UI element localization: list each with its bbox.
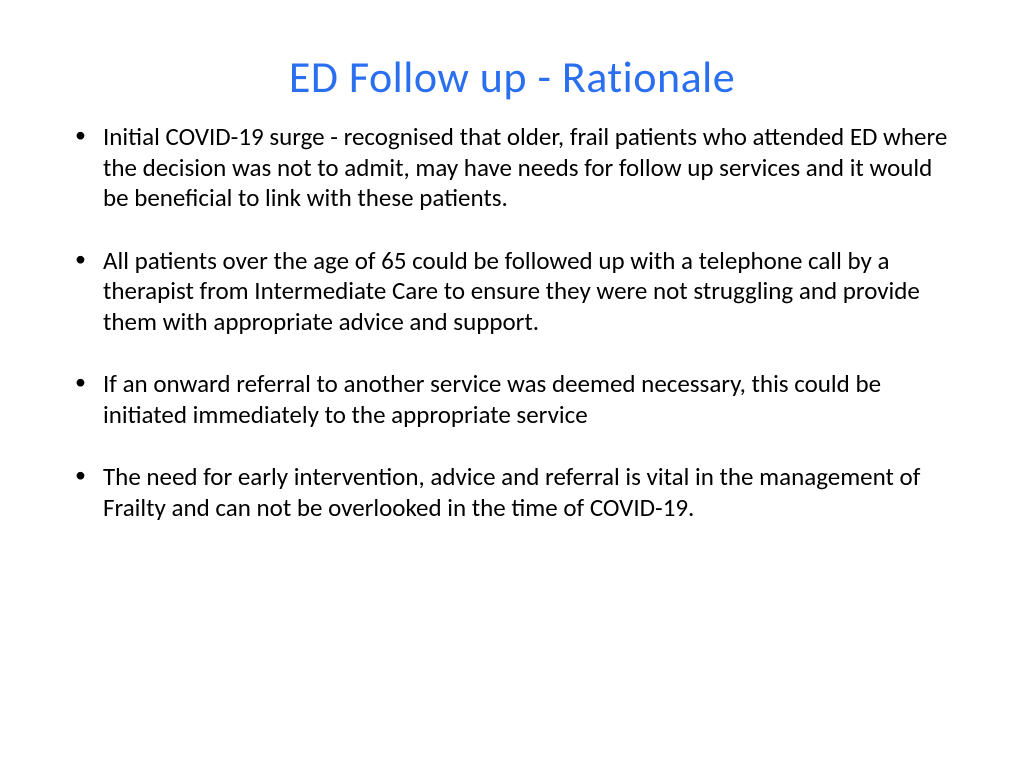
list-item: If an onward referral to another service… — [103, 369, 959, 430]
bullet-list: Initial COVID-19 surge - recognised that… — [65, 122, 959, 523]
list-item: All patients over the age of 65 could be… — [103, 246, 959, 338]
list-item: The need for early intervention, advice … — [103, 462, 959, 523]
slide-container: ED Follow up - Rationale Initial COVID-1… — [0, 0, 1024, 768]
slide-title: ED Follow up - Rationale — [65, 50, 959, 104]
list-item: Initial COVID-19 surge - recognised that… — [103, 122, 959, 214]
